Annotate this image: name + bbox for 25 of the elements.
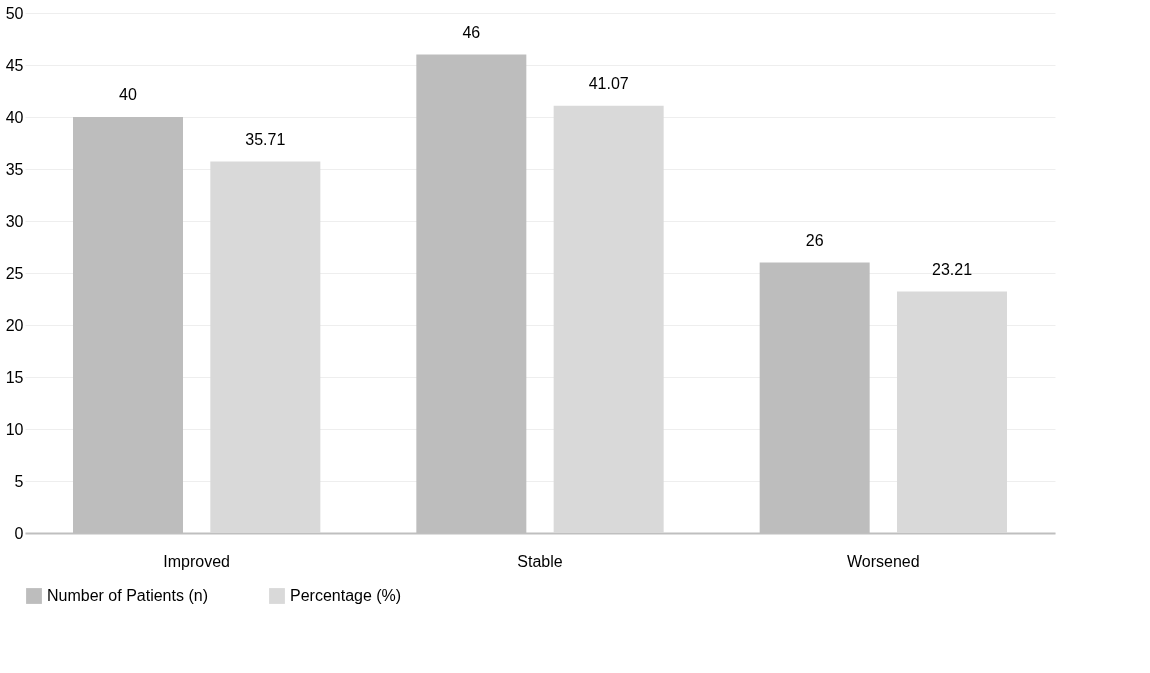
x-tick-label: Worsened (847, 552, 920, 570)
data-label: 35.71 (245, 130, 286, 148)
x-tick-label: Stable (517, 552, 563, 570)
bar (553, 105, 664, 533)
y-tick-label: 10 (5, 420, 24, 438)
legend-label: Percentage (%) (290, 587, 402, 604)
y-tick-label: 5 (14, 472, 24, 490)
y-tick-label: 30 (5, 212, 24, 230)
y-tick-label: 40 (5, 108, 24, 126)
legend-label: Number of Patients (n) (47, 587, 208, 604)
data-label: 46 (462, 23, 481, 41)
data-label: 40 (119, 86, 137, 103)
bar (897, 291, 1007, 533)
data-label: 23.21 (931, 260, 973, 278)
data-label: 41.07 (588, 74, 629, 92)
y-tick-label: 50 (5, 4, 24, 22)
bar (210, 161, 321, 533)
y-tick-label: 15 (5, 368, 24, 386)
y-tick-label: 35 (5, 160, 24, 178)
y-tick-label: 0 (14, 524, 24, 542)
y-tick-label: 25 (5, 264, 24, 282)
y-tick-label: 45 (5, 56, 24, 74)
x-tick-label: Improved (163, 552, 231, 570)
data-label: 26 (805, 231, 824, 249)
y-tick-label: 20 (5, 316, 24, 334)
